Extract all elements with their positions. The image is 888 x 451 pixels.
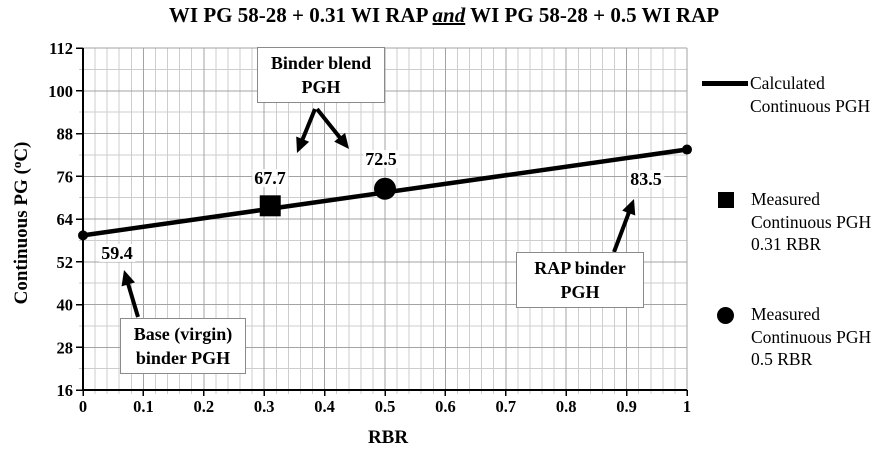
point-label-67-7: 67.7 bbox=[252, 168, 288, 188]
point-label-59-4: 59.4 bbox=[99, 243, 135, 263]
legend-item-measured-031-label: Measured Continuous PGH 0.31 RBR bbox=[751, 188, 871, 256]
y-axis-title-superscript: o bbox=[9, 161, 24, 169]
svg-text:0.8: 0.8 bbox=[556, 397, 577, 416]
svg-text:0.2: 0.2 bbox=[193, 397, 214, 416]
svg-text:52: 52 bbox=[57, 253, 74, 272]
svg-text:0.5: 0.5 bbox=[375, 397, 396, 416]
svg-text:112: 112 bbox=[49, 39, 73, 58]
svg-text:0.6: 0.6 bbox=[435, 397, 456, 416]
legend-text-line: Measured bbox=[751, 304, 821, 324]
svg-text:88: 88 bbox=[57, 125, 74, 144]
callout-base-virgin-line2: binder PGH bbox=[135, 348, 231, 368]
legend-text-line: Continuous PGH bbox=[750, 95, 871, 116]
svg-text:76: 76 bbox=[57, 167, 74, 186]
legend-line-sample-icon bbox=[702, 81, 748, 86]
svg-text:0: 0 bbox=[79, 397, 87, 416]
chart-title-emphasis: and bbox=[432, 3, 466, 27]
svg-text:16: 16 bbox=[57, 381, 74, 400]
legend-item-calculated-label: Calculated Continuous PGH bbox=[750, 72, 870, 117]
x-axis-title: RBR bbox=[367, 427, 409, 448]
y-axis-title-main: Continuous PG ( bbox=[11, 168, 32, 305]
legend-item-measured-031: Measured Continuous PGH 0.31 RBR bbox=[702, 188, 871, 256]
svg-text:0.1: 0.1 bbox=[133, 397, 154, 416]
callout-rap-binder-line2: PGH bbox=[560, 282, 600, 302]
y-axis-title: Continuous PG (oC) bbox=[9, 141, 33, 305]
chart-title: WI PG 58-28 + 0.31 WI RAP and WI PG 58-2… bbox=[0, 3, 888, 28]
svg-text:40: 40 bbox=[57, 296, 74, 315]
callout-binder-blend: Binder blend PGH bbox=[257, 47, 385, 103]
legend-text-line: Continuous PGH bbox=[751, 326, 872, 347]
callout-base-virgin-binder: Base (virgin) binder PGH bbox=[120, 318, 246, 374]
legend-text-line: Calculated bbox=[750, 73, 825, 93]
y-axis-title-end: C) bbox=[11, 141, 32, 162]
legend-square-marker-icon bbox=[718, 192, 734, 208]
point-label-72-5: 72.5 bbox=[363, 149, 399, 169]
svg-text:28: 28 bbox=[57, 338, 74, 357]
legend-text-line: 0.31 RBR bbox=[751, 234, 822, 254]
legend-item-measured-05: Measured Continuous PGH 0.5 RBR bbox=[702, 303, 871, 371]
svg-text:0.9: 0.9 bbox=[616, 397, 637, 416]
svg-text:0.3: 0.3 bbox=[254, 397, 275, 416]
chart-title-suffix: WI PG 58-28 + 0.5 WI RAP bbox=[465, 3, 720, 27]
svg-text:0.7: 0.7 bbox=[495, 397, 516, 416]
legend-circle-marker-icon bbox=[717, 307, 734, 324]
callout-rap-binder: RAP binder PGH bbox=[516, 252, 644, 308]
legend-text-line: Continuous PGH bbox=[751, 211, 872, 232]
point-label-83-5: 83.5 bbox=[628, 169, 664, 189]
svg-text:0.4: 0.4 bbox=[314, 397, 335, 416]
callout-binder-blend-line2: PGH bbox=[301, 77, 341, 97]
svg-text:64: 64 bbox=[57, 210, 74, 229]
callout-base-virgin-line1: Base (virgin) bbox=[133, 324, 233, 344]
svg-text:100: 100 bbox=[48, 82, 73, 101]
legend-text-line: 0.5 RBR bbox=[751, 349, 813, 369]
svg-text:1: 1 bbox=[683, 397, 691, 416]
callout-rap-binder-line1: RAP binder bbox=[534, 258, 626, 278]
legend-item-calculated: Calculated Continuous PGH bbox=[702, 72, 870, 117]
legend-item-measured-05-label: Measured Continuous PGH 0.5 RBR bbox=[751, 303, 871, 371]
callout-binder-blend-line1: Binder blend bbox=[270, 53, 372, 73]
chart-title-prefix: WI PG 58-28 + 0.31 WI RAP bbox=[168, 3, 433, 27]
legend-text-line: Measured bbox=[751, 189, 821, 209]
